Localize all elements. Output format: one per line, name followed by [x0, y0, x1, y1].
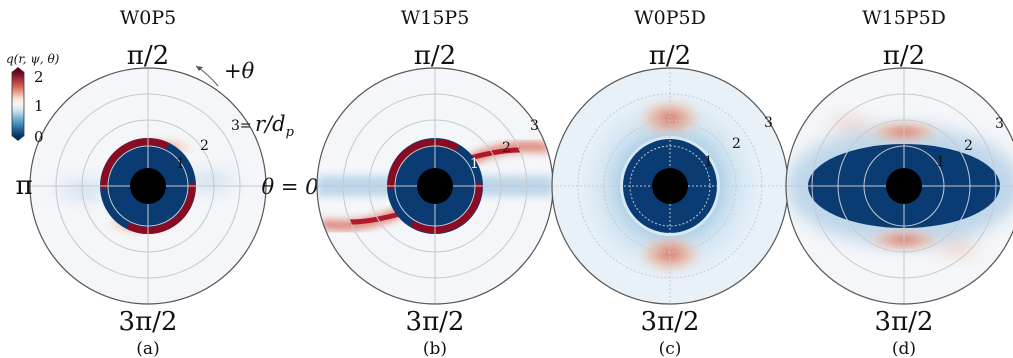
panel-c-top-label: π/2 — [649, 41, 691, 71]
colorbar-tick-1: 1 — [34, 97, 44, 115]
panel-d-bottom-label: 3π/2 — [875, 307, 934, 337]
panel-d-particle — [886, 168, 922, 204]
panel-a-pi-label: π — [15, 171, 32, 201]
panel-a-theta-zero: θ = 0 — [262, 175, 319, 199]
panel-b-title: W15P5 — [401, 7, 470, 29]
colorbar-top-cap — [12, 67, 24, 72]
panel-d-ring-3: 3 — [995, 116, 1004, 132]
panel-a-ring-3-prefix: 3= — [231, 118, 252, 134]
panel-b-top-label: π/2 — [414, 41, 456, 71]
panel-b-ring-2: 2 — [502, 140, 511, 156]
colorbar-tick-0: 0 — [34, 128, 44, 146]
panel-a-title: W0P5 — [120, 7, 177, 29]
panel-c-caption: (c) — [659, 339, 682, 358]
panel-a-outline — [29, 67, 267, 305]
panel-c-particle — [652, 168, 688, 204]
panel-c-ring-2: 2 — [732, 136, 741, 152]
panel-b: W15P5 1 2 3 π/2 3π/2 (b) — [316, 7, 554, 358]
colorbar-tick-2: 2 — [34, 68, 44, 86]
panel-d-top-label: π/2 — [883, 41, 925, 71]
colorbar-bottom-cap — [12, 136, 24, 141]
panel-a-ring-expr: r/dp — [255, 112, 295, 140]
panel-c-ring-3: 3 — [764, 115, 773, 131]
colorbar-label: q(r, ψ, θ) — [6, 52, 60, 66]
colorbar-bar — [11, 71, 25, 137]
panel-d-title: W15P5D — [862, 7, 946, 29]
panel-a-caption: (a) — [136, 339, 159, 358]
panel-a-ring-2: 2 — [200, 138, 209, 154]
panel-d-ring-1: 1 — [936, 154, 945, 170]
panel-b-caption: (b) — [423, 339, 447, 358]
panel-d-outline — [785, 67, 1013, 305]
panel-c-ring-1: 1 — [704, 154, 713, 170]
panel-a: W0P5 1 2 3= r/dp π/2 3π/2 π θ = 0 — [15, 7, 318, 358]
panel-b-ring-3: 3 — [530, 118, 539, 134]
panel-b-ring-1: 1 — [470, 156, 479, 172]
panel-a-top-label: π/2 — [127, 41, 169, 71]
colorbar: q(r, ψ, θ) 2 1 0 — [6, 52, 60, 146]
panel-c-bottom-label: 3π/2 — [641, 307, 700, 337]
panel-b-bottom-label: 3π/2 — [406, 307, 465, 337]
panel-c: W0P5D 1 2 3 π/2 3π/2 (c) — [551, 7, 789, 358]
panel-c-title: W0P5D — [634, 7, 706, 29]
panel-b-particle — [417, 168, 453, 204]
panel-d: W15P5D 1 2 3 π/2 3π/2 (d) — [785, 7, 1013, 358]
panel-d-caption: (d) — [892, 339, 916, 358]
panel-a-particle — [130, 168, 166, 204]
panel-d-ring-2: 2 — [964, 138, 973, 154]
panel-a-ring-1: 1 — [176, 156, 185, 172]
rotation-label: +θ — [224, 59, 255, 83]
rotation-arrow: +θ — [195, 59, 255, 87]
panel-a-bottom-label: 3π/2 — [119, 307, 178, 337]
